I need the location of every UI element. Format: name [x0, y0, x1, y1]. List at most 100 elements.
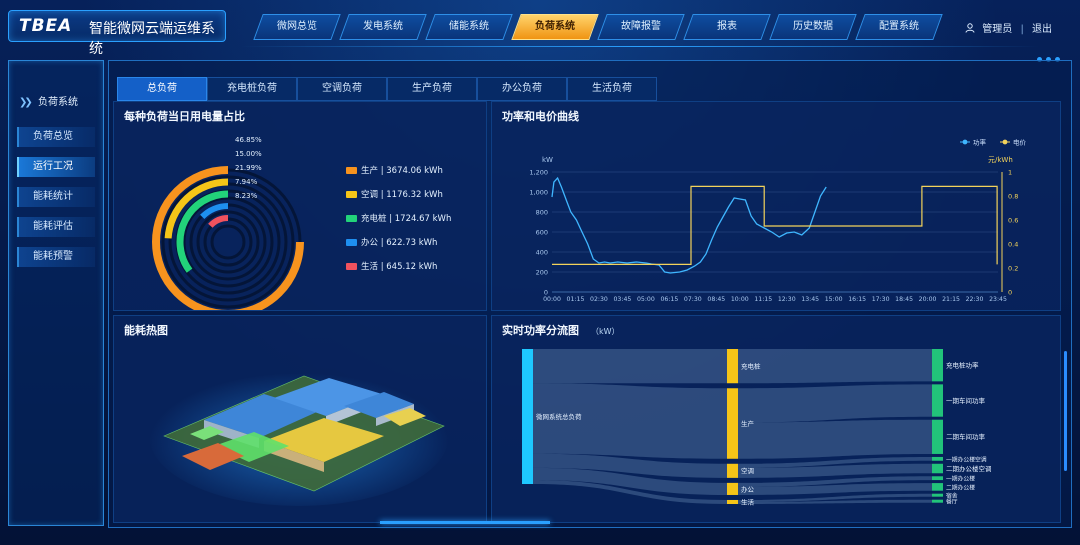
tab-3[interactable]: 生产负荷 [387, 77, 477, 101]
flow-node[interactable] [727, 349, 738, 384]
flow-link[interactable] [738, 456, 932, 468]
tab-5[interactable]: 生活负荷 [567, 77, 657, 101]
ring-arc-生产[interactable] [152, 166, 304, 310]
flow-node[interactable] [932, 419, 943, 454]
nav-item-3[interactable]: 负荷系统 [511, 14, 599, 40]
flow-link[interactable] [533, 467, 727, 495]
vertical-scrollbar[interactable] [1064, 351, 1067, 471]
nav-item-4[interactable]: 故障报警 [597, 14, 685, 40]
y-tick-label: 400 [536, 249, 548, 257]
x-tick-label: 11:15 [754, 296, 772, 303]
legend-item[interactable]: 办公 | 622.73 kWh [346, 236, 437, 248]
legend-item[interactable]: 充电桩 | 1724.67 kWh [346, 212, 451, 224]
x-tick-label: 03:45 [613, 296, 631, 303]
flow-node[interactable] [932, 499, 943, 503]
logout-link[interactable]: 退出 [1032, 24, 1052, 35]
ring-arc-生活[interactable] [208, 215, 229, 228]
y-tick-label: 200 [536, 269, 548, 277]
flow-node[interactable] [932, 456, 943, 461]
top-header: TBEA 智能微网云端运维系统 微网总览 发电系统 储能系统 负荷系统 故障报警 报表 历史… [0, 0, 1080, 62]
sidebar-item-3[interactable]: 能耗评估 [17, 217, 95, 237]
flow-link[interactable] [533, 383, 727, 459]
nav-item-label: 负荷系统 [535, 21, 575, 32]
nav-item-1[interactable]: 发电系统 [339, 14, 427, 40]
ring-arc-办公[interactable] [200, 203, 229, 220]
ring-arc-空调[interactable] [164, 178, 229, 239]
legend-label: 生产 | 3674.06 kWh [361, 166, 443, 176]
ring-arc-充电桩[interactable] [176, 190, 229, 273]
legend-item[interactable]: 生活 | 645.12 kWh [346, 260, 437, 272]
user-name[interactable]: 管理员 [982, 24, 1013, 35]
sidebar-item-4[interactable]: 能耗预警 [17, 247, 95, 267]
flow-node[interactable] [932, 384, 943, 417]
user-icon[interactable] [965, 23, 975, 33]
nav-item-2[interactable]: 储能系统 [425, 14, 513, 40]
legend-item[interactable]: 生产 | 3674.06 kWh [346, 164, 443, 176]
flow-link[interactable] [738, 349, 932, 384]
tab-label: 办公负荷 [502, 83, 542, 94]
x-tick-label: 13:45 [801, 296, 819, 303]
sidebar-item-0[interactable]: 负荷总览 [17, 127, 95, 147]
flow-link[interactable] [533, 479, 727, 504]
flow-node[interactable] [727, 388, 738, 459]
flow-node[interactable] [932, 493, 943, 497]
y-tick-label: 600 [536, 229, 548, 237]
power-flow-unit: （kW） [591, 327, 620, 336]
sidebar-item-2[interactable]: 能耗统计 [17, 187, 95, 207]
nav-item-5[interactable]: 报表 [683, 14, 771, 40]
legend-label: 生活 | 645.12 kWh [361, 262, 438, 272]
legend-swatch [346, 167, 357, 174]
flow-link[interactable] [738, 476, 932, 487]
sidebar-item-1[interactable]: 运行工况 [17, 157, 95, 177]
flow-node[interactable] [932, 463, 943, 474]
flow-node[interactable] [932, 476, 943, 481]
series-line-电价[interactable] [552, 185, 998, 265]
nav-item-0[interactable]: 微网总览 [253, 14, 341, 40]
tbea-logo: TBEA [19, 16, 73, 36]
flow-link[interactable] [738, 419, 932, 459]
flow-node[interactable] [522, 349, 533, 484]
flow-link[interactable] [738, 463, 932, 478]
y2-tick-label: 0.6 [1008, 217, 1018, 225]
nav-item-6[interactable]: 历史数据 [769, 14, 857, 40]
legend-label: 办公 | 622.73 kWh [361, 238, 438, 248]
tab-4[interactable]: 办公负荷 [477, 77, 567, 101]
flow-link[interactable] [738, 483, 932, 495]
flow-link[interactable] [738, 499, 932, 504]
sidebar-item-label: 能耗统计 [33, 191, 73, 202]
factory-3d-map-image[interactable] [114, 316, 486, 522]
tab-1[interactable]: 充电桩负荷 [207, 77, 297, 101]
flow-node[interactable] [727, 482, 738, 495]
flow-link[interactable] [533, 453, 727, 478]
line-legend-label[interactable]: 电价 [1013, 138, 1027, 147]
flow-node-label: 一期车间功率 [946, 396, 986, 405]
tab-0[interactable]: 总负荷 [117, 77, 207, 101]
flow-link[interactable] [738, 384, 932, 423]
flow-node[interactable] [932, 349, 943, 382]
power-flow-title: 实时功率分流图 （kW） [502, 322, 620, 338]
flow-link[interactable] [738, 493, 932, 502]
ring-pct-label: 15.00% [235, 150, 262, 158]
flow-node[interactable] [727, 499, 738, 504]
ring-pct-label: 46.85% [235, 136, 262, 144]
sidebar-heading: ❯❯ 负荷系统 [19, 93, 78, 108]
flow-link[interactable] [533, 349, 727, 384]
series-line-功率[interactable] [551, 176, 827, 274]
tab-2[interactable]: 空调负荷 [297, 77, 387, 101]
y2-tick-label: 0 [1008, 289, 1012, 297]
nav-item-7[interactable]: 配置系统 [855, 14, 943, 40]
y-tick-label: 1,000 [529, 189, 548, 197]
x-tick-label: 15:00 [825, 296, 843, 303]
power-price-title: 功率和电价曲线 [502, 110, 579, 123]
flow-node-label: 生活 [741, 497, 755, 506]
y-tick-label: 1,200 [529, 169, 548, 177]
app-title: 智能微网云端运维系统 [89, 21, 215, 57]
load-share-panel: 每种负荷当日用电量占比 生产 | 3674.06 kWh 空调 | 1176.32… [113, 101, 487, 311]
x-tick-label: 16:15 [848, 296, 866, 303]
legend-item[interactable]: 空调 | 1176.32 kWh [346, 188, 443, 200]
legend-swatch [346, 263, 357, 270]
line-legend-label[interactable]: 功率 [973, 138, 987, 147]
flow-node[interactable] [727, 463, 738, 478]
flow-node[interactable] [932, 483, 943, 491]
y2-axis-label: 元/kWh [988, 156, 1013, 164]
